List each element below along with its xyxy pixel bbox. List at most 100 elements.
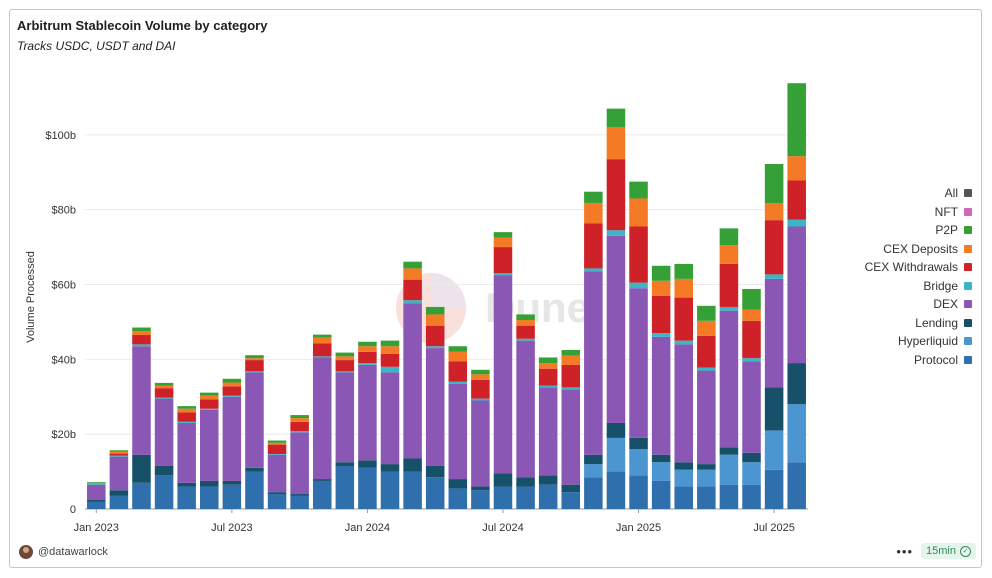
bar-segment[interactable] xyxy=(674,469,693,487)
bar-segment[interactable] xyxy=(471,400,490,487)
bar-stack[interactable] xyxy=(132,327,151,509)
bar-segment[interactable] xyxy=(719,310,739,448)
bar-segment[interactable] xyxy=(787,226,806,364)
legend-item[interactable]: NFT xyxy=(832,203,972,222)
bar-stack[interactable] xyxy=(267,440,287,509)
bar-segment[interactable] xyxy=(719,454,739,485)
bar-segment[interactable] xyxy=(516,340,535,478)
bar-segment[interactable] xyxy=(290,415,309,419)
bar-segment[interactable] xyxy=(697,367,716,371)
bar-segment[interactable] xyxy=(764,220,784,275)
bar-segment[interactable] xyxy=(358,346,377,352)
bar-segment[interactable] xyxy=(719,228,739,246)
bar-stack[interactable] xyxy=(606,108,626,509)
bar-segment[interactable] xyxy=(267,494,287,509)
bar-segment[interactable] xyxy=(425,314,445,326)
bar-segment[interactable] xyxy=(493,275,513,474)
bar-segment[interactable] xyxy=(335,356,355,361)
bar-segment[interactable] xyxy=(200,486,219,509)
bar-segment[interactable] xyxy=(742,462,761,485)
bar-segment[interactable] xyxy=(697,305,716,321)
bar-segment[interactable] xyxy=(651,265,671,281)
bar-segment[interactable] xyxy=(606,437,626,472)
bar-segment[interactable] xyxy=(629,449,648,476)
bar-segment[interactable] xyxy=(200,408,219,410)
bar-segment[interactable] xyxy=(312,334,332,338)
bar-segment[interactable] xyxy=(358,341,377,347)
bar-segment[interactable] xyxy=(87,482,106,484)
bar-segment[interactable] xyxy=(719,263,739,307)
bar-segment[interactable] xyxy=(742,484,761,509)
bar-segment[interactable] xyxy=(267,442,287,445)
bar-segment[interactable] xyxy=(493,486,513,509)
bar-segment[interactable] xyxy=(380,366,400,373)
bar-segment[interactable] xyxy=(538,363,558,369)
bar-segment[interactable] xyxy=(448,488,468,509)
bar-segment[interactable] xyxy=(200,392,219,396)
bar-segment[interactable] xyxy=(403,471,422,509)
bar-segment[interactable] xyxy=(448,381,468,384)
bar-segment[interactable] xyxy=(290,421,309,432)
bar-segment[interactable] xyxy=(132,331,151,336)
bar-segment[interactable] xyxy=(425,477,445,509)
bar-segment[interactable] xyxy=(697,469,716,487)
bar-segment[interactable] xyxy=(448,479,468,489)
bar-segment[interactable] xyxy=(335,465,355,509)
bar-segment[interactable] xyxy=(516,486,535,509)
bar-segment[interactable] xyxy=(380,340,400,347)
bar-segment[interactable] xyxy=(335,371,355,373)
bar-segment[interactable] xyxy=(200,409,219,481)
bar-segment[interactable] xyxy=(493,237,513,248)
bar-segment[interactable] xyxy=(425,306,445,315)
bar-segment[interactable] xyxy=(719,306,739,311)
bar-segment[interactable] xyxy=(538,368,558,386)
bar-segment[interactable] xyxy=(154,385,174,389)
bar-segment[interactable] xyxy=(629,282,648,289)
bar-segment[interactable] xyxy=(380,372,400,465)
bar-segment[interactable] xyxy=(629,226,648,283)
bar-stack[interactable] xyxy=(651,265,671,509)
bar-segment[interactable] xyxy=(697,464,716,470)
bar-stack[interactable] xyxy=(290,415,309,509)
refresh-badge[interactable]: 15min ✓ xyxy=(921,543,976,559)
bar-segment[interactable] xyxy=(358,467,377,509)
bar-segment[interactable] xyxy=(764,274,784,279)
bar-segment[interactable] xyxy=(787,462,806,509)
bar-segment[interactable] xyxy=(516,314,535,321)
bar-stack[interactable] xyxy=(516,314,535,509)
bar-segment[interactable] xyxy=(132,346,151,455)
bar-segment[interactable] xyxy=(697,320,716,336)
legend-item[interactable]: DEX xyxy=(832,295,972,314)
bar-segment[interactable] xyxy=(742,452,761,463)
legend-item[interactable]: Lending xyxy=(832,314,972,333)
bar-segment[interactable] xyxy=(245,471,264,509)
bar-segment[interactable] xyxy=(584,191,603,203)
bar-segment[interactable] xyxy=(561,349,581,356)
bar-segment[interactable] xyxy=(245,360,264,372)
bar-segment[interactable] xyxy=(538,387,558,476)
bar-stack[interactable] xyxy=(358,341,377,509)
bar-segment[interactable] xyxy=(629,475,648,509)
bar-segment[interactable] xyxy=(606,108,626,128)
legend-item[interactable]: P2P xyxy=(832,221,972,240)
bar-segment[interactable] xyxy=(764,387,784,431)
bar-segment[interactable] xyxy=(267,444,287,454)
bar-segment[interactable] xyxy=(132,454,151,483)
bar-segment[interactable] xyxy=(132,344,151,347)
bar-segment[interactable] xyxy=(787,180,806,220)
legend-item[interactable]: All xyxy=(832,184,972,203)
bar-segment[interactable] xyxy=(584,202,603,224)
bar-segment[interactable] xyxy=(312,337,332,344)
bar-segment[interactable] xyxy=(154,475,174,509)
bar-segment[interactable] xyxy=(538,385,558,388)
bar-segment[interactable] xyxy=(132,482,151,509)
author[interactable]: @datawarlock xyxy=(19,545,108,559)
legend-item[interactable]: CEX Deposits xyxy=(832,240,972,259)
bar-segment[interactable] xyxy=(290,418,309,422)
bar-stack[interactable] xyxy=(787,83,806,509)
bar-segment[interactable] xyxy=(448,361,468,382)
bar-segment[interactable] xyxy=(290,495,309,509)
bar-segment[interactable] xyxy=(177,421,196,423)
bar-segment[interactable] xyxy=(200,480,219,487)
bar-segment[interactable] xyxy=(561,364,581,388)
